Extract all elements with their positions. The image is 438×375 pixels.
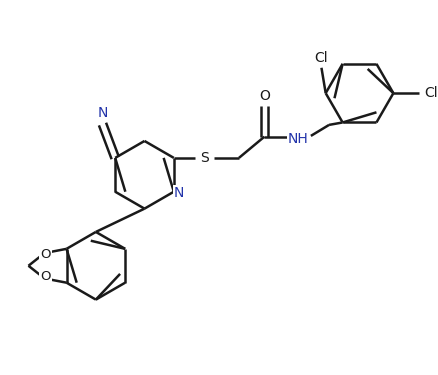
Text: N: N: [97, 106, 107, 120]
Text: NH: NH: [287, 132, 308, 146]
Text: S: S: [199, 151, 208, 165]
Text: Cl: Cl: [423, 86, 436, 100]
Text: Cl: Cl: [314, 51, 328, 64]
Text: O: O: [40, 248, 50, 261]
Text: O: O: [40, 270, 50, 283]
Text: O: O: [258, 89, 269, 103]
Text: N: N: [173, 186, 184, 200]
